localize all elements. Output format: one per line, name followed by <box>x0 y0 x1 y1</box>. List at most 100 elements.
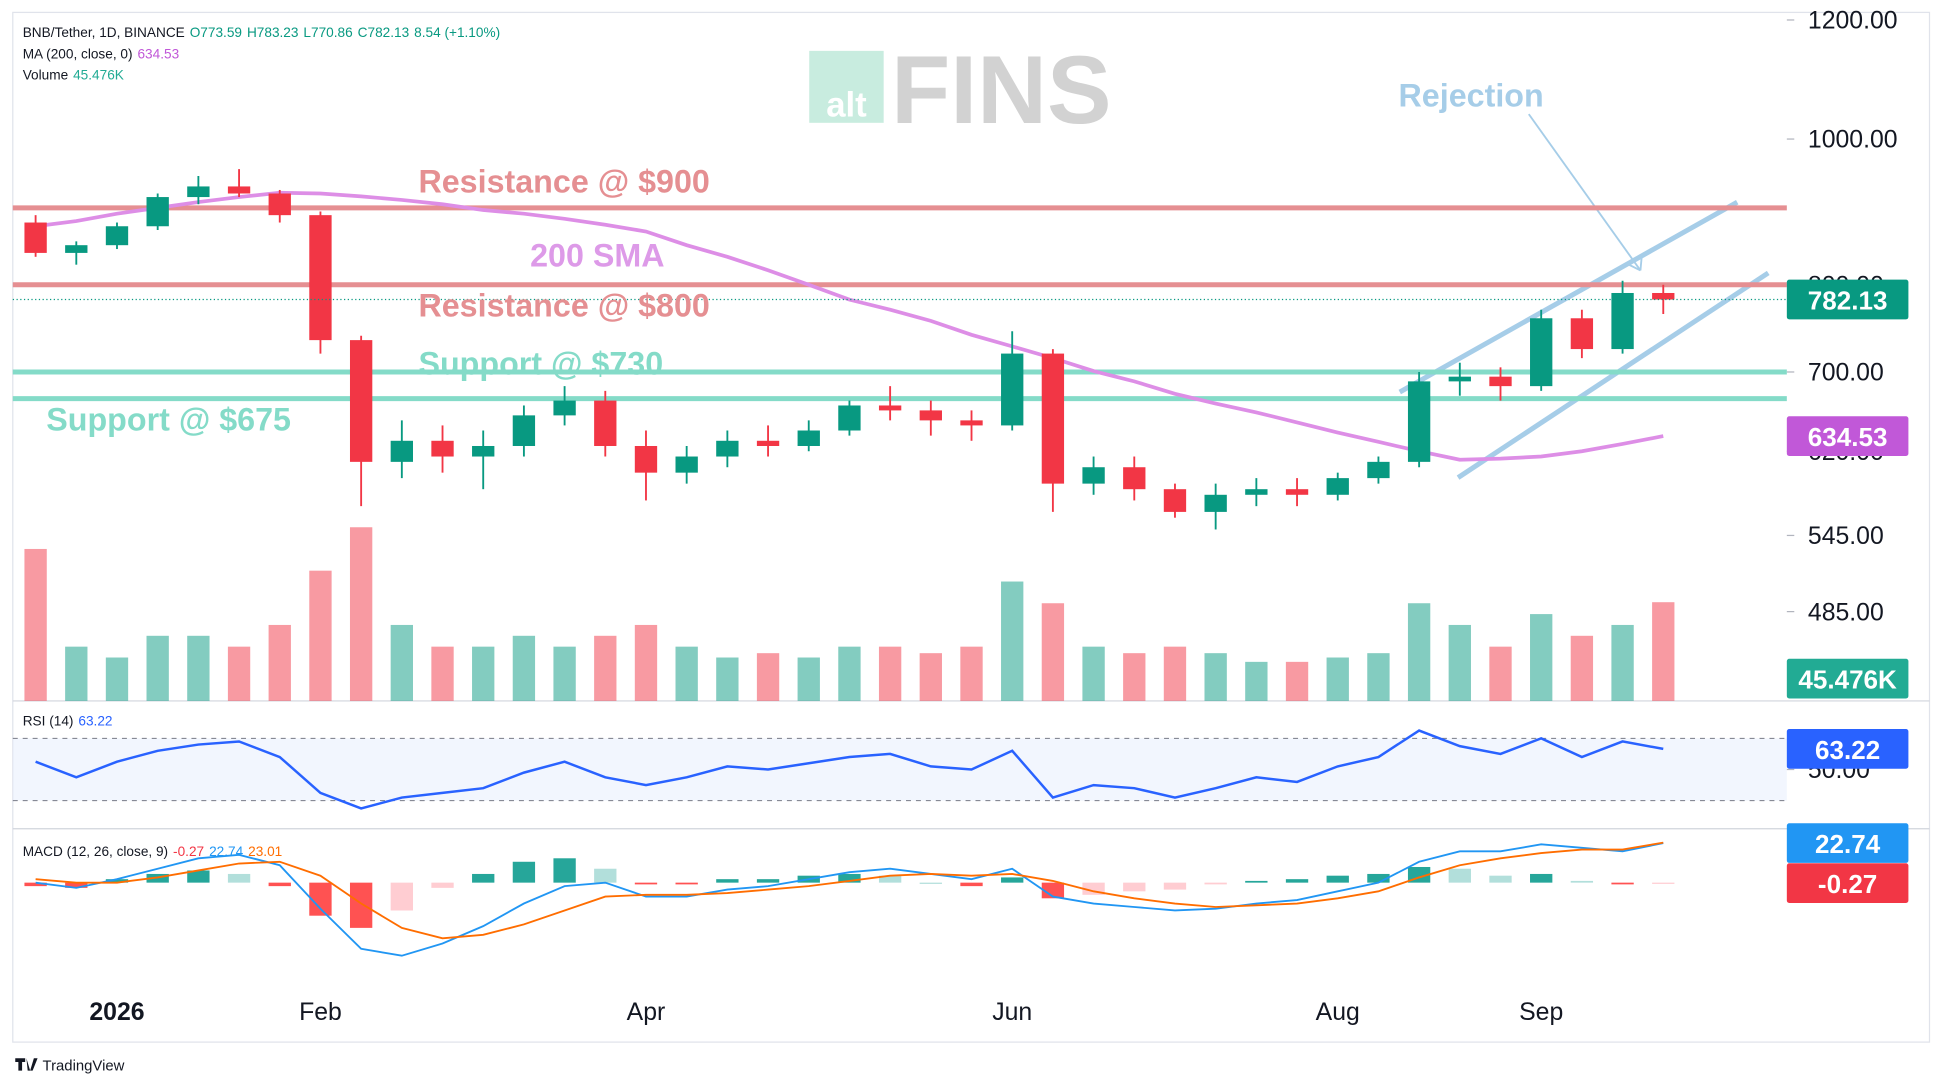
price-badge-label: 634.53 <box>1808 422 1888 452</box>
y-tick-label: 1200.00 <box>1808 8 1898 35</box>
volume-bar <box>1407 603 1431 701</box>
candle-body <box>919 410 942 421</box>
watermark-text: FINS <box>891 35 1111 144</box>
candle-body <box>1041 353 1065 484</box>
histogram-bar <box>634 882 658 885</box>
rsi-band <box>12 738 1787 801</box>
volume-bar <box>634 624 658 701</box>
channel-line <box>1398 200 1739 395</box>
price-badge <box>1786 729 1909 769</box>
candle-body <box>1530 318 1553 387</box>
volume-bar <box>1204 653 1227 701</box>
histogram-bar <box>227 873 251 883</box>
plot: 1200.001000.00800.00700.00620.00545.0048… <box>12 8 1909 1026</box>
watermark-box <box>809 50 884 123</box>
histogram-bar <box>756 879 780 883</box>
candle-body <box>309 215 332 341</box>
candle-body <box>472 445 495 457</box>
price-badge <box>1786 823 1909 863</box>
histogram-bar <box>1489 875 1512 883</box>
histogram-bar <box>268 882 291 887</box>
header-line: BNB/Tether, 1D, BINANCE O773.59 H783.23 L77… <box>23 25 500 40</box>
tv-logo <box>15 1058 38 1071</box>
ohlc: O773.59 <box>190 25 242 40</box>
histogram-bar <box>594 868 617 883</box>
volume-bar <box>878 646 902 701</box>
candle-body <box>1367 461 1390 479</box>
candle-body <box>1001 353 1024 426</box>
volume-bar <box>716 657 739 701</box>
candle-body <box>24 222 47 253</box>
candle-body <box>634 445 658 473</box>
volume-bar <box>227 646 251 701</box>
ma-label: MA (200, close, 0) <box>23 46 133 61</box>
candle-body <box>1611 292 1634 350</box>
volume-bar <box>797 657 820 701</box>
volume-bar <box>1326 657 1349 701</box>
x-tick-label: Aug <box>1316 999 1360 1026</box>
histogram-bar <box>309 882 332 916</box>
ma-value: 634.53 <box>137 46 179 61</box>
volume-bar <box>1001 581 1024 701</box>
histogram-bar <box>1245 880 1268 883</box>
candle-body <box>878 405 902 411</box>
volume-bar <box>1123 653 1146 701</box>
watermark-prefix: alt <box>826 87 867 125</box>
annotation: Rejection <box>1399 78 1544 114</box>
annotation: Resistance @ $800 <box>418 287 709 323</box>
volume-bar <box>431 646 454 701</box>
volume-bar <box>24 548 47 701</box>
header-line: RSI (14) 63.22 <box>23 714 113 729</box>
volume-bar <box>349 527 373 701</box>
channel-line <box>1456 270 1770 480</box>
volume-bar <box>187 635 210 701</box>
y-tick-label: 1000.00 <box>1808 127 1898 154</box>
histogram-bar <box>919 882 942 884</box>
histogram-bar <box>187 870 210 883</box>
volume-bar <box>268 624 291 701</box>
histogram-bar <box>553 858 576 883</box>
volume-bar <box>1041 603 1065 701</box>
volume-bar <box>1570 635 1594 701</box>
price-badge <box>1786 279 1909 320</box>
chart-frame <box>12 11 1931 1043</box>
footer: TradingView <box>43 1059 125 1075</box>
header-line: Volume 45.476K <box>23 67 124 82</box>
rsi-label: RSI (14) <box>23 714 74 729</box>
histogram-bar <box>24 882 47 887</box>
histogram-bar <box>1367 873 1390 883</box>
volume-bar <box>1448 624 1471 701</box>
ohlc: C782.13 <box>358 25 410 40</box>
volume-bar <box>1163 646 1187 701</box>
price-badge-label: -0.27 <box>1818 869 1877 899</box>
annotation: Support @ $730 <box>418 346 663 382</box>
price-badge-label: 782.13 <box>1808 285 1888 315</box>
histogram-bar <box>472 873 495 883</box>
histogram-bar <box>878 875 902 883</box>
volume-bar <box>390 624 413 701</box>
candle-body <box>187 186 210 198</box>
candle-body <box>594 400 617 446</box>
volume-bar <box>919 653 942 701</box>
candle-body <box>1082 467 1105 484</box>
y-tick-label: 700.00 <box>1808 360 1884 387</box>
candle-body <box>1448 376 1471 382</box>
candle-body <box>512 415 536 446</box>
histogram-bar <box>512 861 536 883</box>
volume-bar <box>1530 614 1553 701</box>
y-tick-label: 485.00 <box>1808 599 1884 626</box>
x-tick-label: Feb <box>299 999 342 1026</box>
volume-bar <box>1367 653 1390 701</box>
candle-body <box>960 420 983 426</box>
ohlc: H783.23 <box>247 25 299 40</box>
volume-bar <box>960 646 983 701</box>
volume-bar <box>472 646 495 701</box>
candle-body <box>268 193 291 216</box>
header-line: MA (200, close, 0) 634.53 <box>23 46 179 61</box>
price-badge-label: 22.74 <box>1815 829 1881 859</box>
candle-body <box>146 197 169 227</box>
arrow <box>1528 113 1642 271</box>
symbol: BNB/Tether, 1D, BINANCE <box>23 25 185 40</box>
volume-bar <box>675 646 698 701</box>
histogram-bar <box>1530 873 1553 883</box>
